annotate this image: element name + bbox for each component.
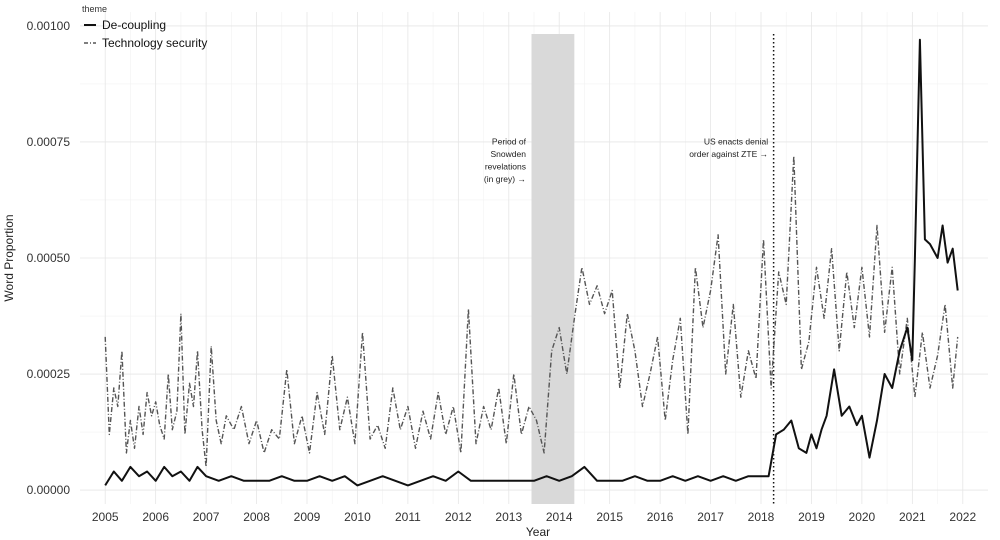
x-axis-tick-labels: 2005 2006 2007 2008 2009 2010 2011 2012 2013 2014… (92, 510, 977, 524)
annotation-text-line: US enacts denial (704, 136, 768, 146)
x-tick-label: 2013 (495, 510, 522, 524)
annotation-layer: Period of Snowden revelations (in grey) → US… (484, 136, 768, 184)
x-tick-label: 2008 (243, 510, 270, 524)
legend-label-de-coupling: De-coupling (102, 18, 166, 32)
annotation-text-line: Snowden (491, 149, 527, 159)
x-tick-label: 2009 (294, 510, 321, 524)
annotation-text-line: order against ZTE → (689, 149, 768, 159)
x-tick-label: 2010 (344, 510, 371, 524)
annotation-text-line: (in grey) → (484, 174, 526, 184)
y-tick-label: 0.00025 (27, 367, 71, 381)
legend-title: theme (82, 4, 107, 14)
y-tick-label: 0.00000 (27, 483, 71, 497)
x-tick-label: 2022 (949, 510, 976, 524)
annotation-text-line: revelations (485, 161, 526, 171)
series-line-de-coupling (104, 38, 959, 487)
series-line-technology-security (104, 155, 959, 468)
legend: theme De-coupling Technology security (82, 4, 207, 50)
x-tick-label: 2019 (798, 510, 825, 524)
y-axis-tick-labels: 0.00000 0.00025 0.00050 0.00075 0.00100 (27, 19, 71, 497)
x-tick-label: 2005 (92, 510, 119, 524)
x-tick-label: 2021 (899, 510, 926, 524)
x-tick-label: 2006 (142, 510, 169, 524)
x-tick-label: 2012 (445, 510, 472, 524)
x-tick-label: 2014 (546, 510, 573, 524)
y-tick-label: 0.00075 (27, 135, 71, 149)
x-tick-label: 2020 (849, 510, 876, 524)
snowden-shaded-region-layer (531, 34, 575, 504)
x-tick-label: 2015 (596, 510, 623, 524)
snowden-shaded-region (531, 34, 575, 504)
x-tick-label: 2017 (697, 510, 724, 524)
legend-label-technology-security: Technology security (102, 36, 207, 50)
x-tick-label: 2007 (193, 510, 220, 524)
y-axis-title: Word Proportion (2, 214, 16, 301)
x-tick-label: 2018 (748, 510, 775, 524)
x-axis-title: Year (526, 525, 550, 539)
y-tick-label: 0.00050 (27, 251, 71, 265)
x-tick-label: 2016 (647, 510, 674, 524)
x-tick-label: 2011 (395, 510, 421, 524)
series-layer (104, 38, 959, 487)
y-tick-label: 0.00100 (27, 19, 71, 33)
annotation-text-line: Period of (492, 136, 527, 146)
